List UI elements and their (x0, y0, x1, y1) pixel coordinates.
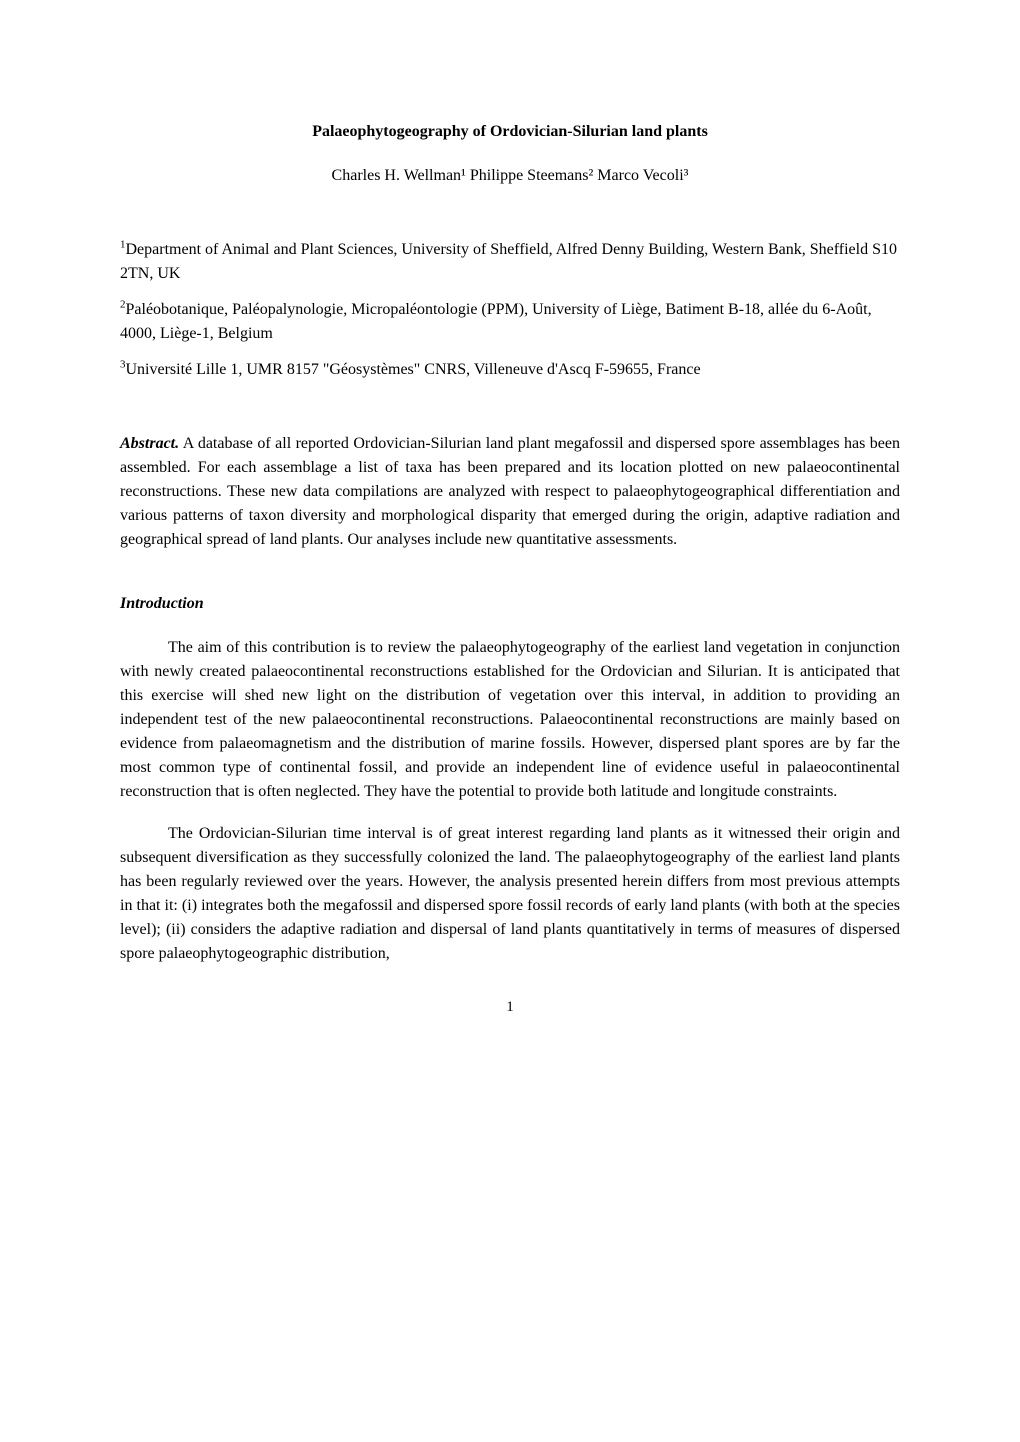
abstract-text: A database of all reported Ordovician-Si… (120, 435, 900, 548)
authors-line: Charles H. Wellman¹ Philippe Steemans² M… (120, 164, 900, 188)
page-number: 1 (120, 996, 900, 1019)
page-title: Palaeophytogeography of Ordovician-Silur… (120, 120, 900, 144)
affiliation: 2Paléobotanique, Paléopalynologie, Micro… (120, 298, 900, 346)
body-paragraph: The aim of this contribution is to revie… (120, 636, 900, 804)
affiliation-text: Université Lille 1, UMR 8157 "Géosystème… (126, 361, 701, 378)
body-paragraph: The Ordovician-Silurian time interval is… (120, 822, 900, 966)
affiliation: 3Université Lille 1, UMR 8157 "Géosystèm… (120, 358, 900, 382)
affiliation-text: Paléobotanique, Paléopalynologie, Microp… (120, 301, 872, 342)
abstract-label: Abstract. (120, 435, 179, 452)
affiliations-block: 1Department of Animal and Plant Sciences… (120, 238, 900, 382)
affiliation: 1Department of Animal and Plant Sciences… (120, 238, 900, 286)
section-heading-introduction: Introduction (120, 592, 900, 616)
document-page: Palaeophytogeography of Ordovician-Silur… (0, 0, 1020, 1079)
abstract: Abstract. A database of all reported Ord… (120, 432, 900, 552)
affiliation-text: Department of Animal and Plant Sciences,… (120, 241, 897, 282)
